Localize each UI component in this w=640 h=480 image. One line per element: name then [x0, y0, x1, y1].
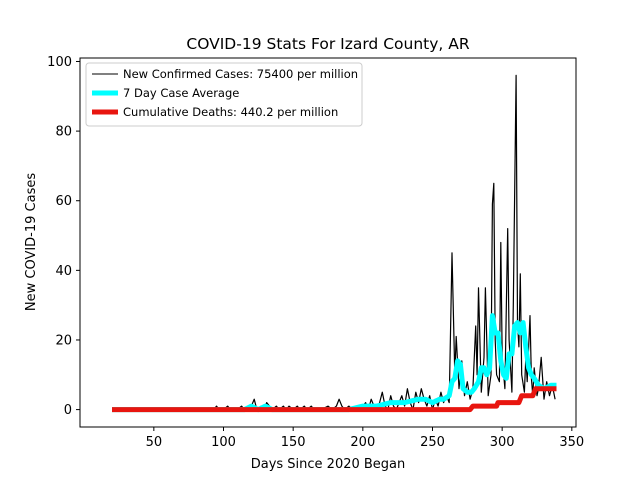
chart-title: COVID-19 Stats For Izard County, AR: [186, 35, 469, 53]
series-line-7day-average: [112, 313, 557, 413]
x-tick-label: 50: [146, 435, 163, 450]
legend-label-cumulative-deaths: Cumulative Deaths: 440.2 per million: [123, 105, 338, 119]
x-tick-label: 100: [211, 435, 236, 450]
x-axis: 50 100 150 200 250 300 350: [146, 427, 584, 450]
legend-box: [85, 62, 363, 127]
y-tick-label: 80: [55, 125, 72, 140]
series-line-cumulative-deaths: [112, 386, 557, 413]
legend: New Confirmed Cases: 75400 per million 7…: [85, 62, 363, 127]
y-tick-label: 40: [55, 264, 72, 279]
x-tick-label: 250: [420, 435, 445, 450]
x-axis-label: Days Since 2020 Began: [251, 457, 406, 472]
x-tick-label: 150: [281, 435, 306, 450]
x-tick-label: 200: [350, 435, 375, 450]
axes-frame: [79, 57, 577, 428]
x-tick-label: 300: [490, 435, 515, 450]
y-tick-label: 0: [64, 403, 72, 418]
y-axis-label: New COVID-19 Cases: [24, 173, 39, 311]
y-tick-label: 20: [55, 333, 72, 348]
y-tick-label: 60: [55, 194, 72, 209]
x-tick-label: 350: [559, 435, 584, 450]
y-axis: 0 20 40 60 80 100: [47, 55, 80, 418]
legend-label-7day-average: 7 Day Case Average: [123, 86, 239, 100]
legend-label-new-cases: New Confirmed Cases: 75400 per million: [123, 67, 358, 81]
y-tick-label: 100: [47, 55, 72, 70]
